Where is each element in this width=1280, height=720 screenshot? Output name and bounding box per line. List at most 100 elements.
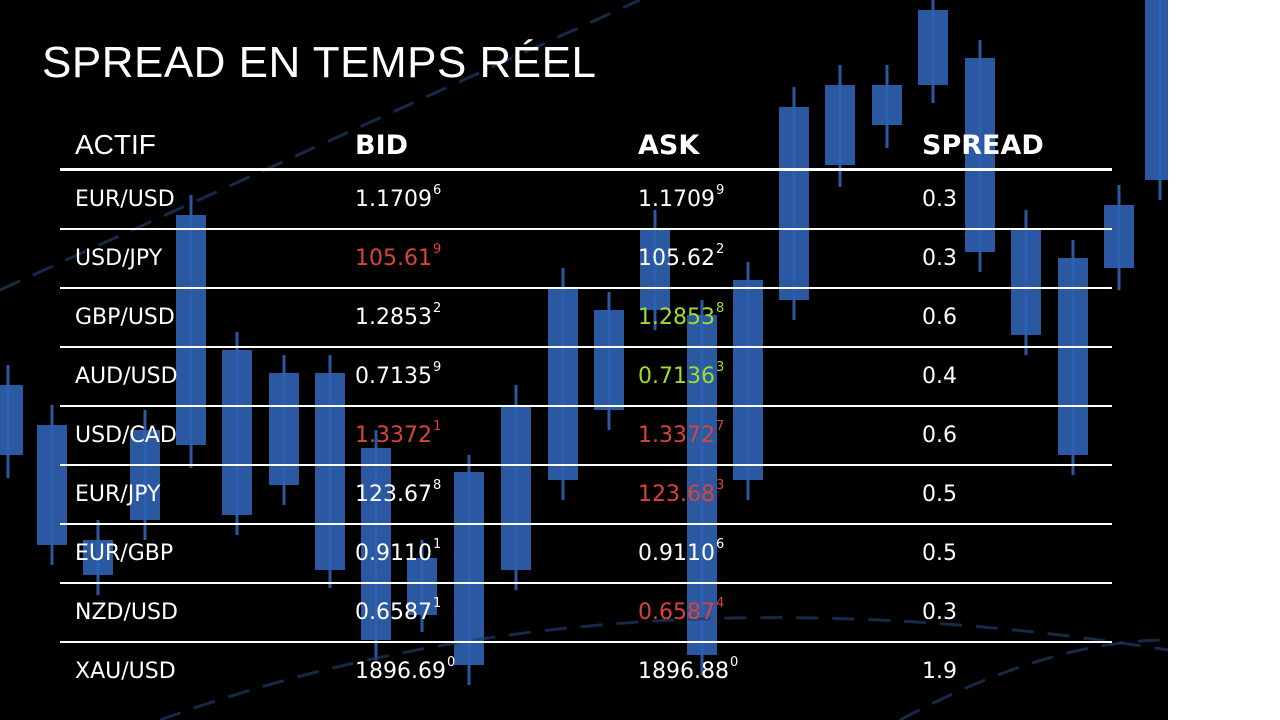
bid-price: 1.3372 [355, 423, 432, 448]
ask-pip: 2 [715, 242, 725, 257]
table-row: AUD/USD 0.7135 9 0.7136 3 0.4 [60, 348, 1112, 407]
quote-board: SPREAD EN TEMPS RÉEL ACTIF BID ASK SPREA… [0, 0, 1168, 720]
table-row: NZD/USD 0.6587 1 0.6587 4 0.3 [60, 584, 1112, 643]
spread-cell: 0.6 [922, 305, 957, 330]
bid-price-cell: 123.67 8 [355, 466, 441, 523]
bid-price-cell: 1.2853 2 [355, 289, 441, 346]
ask-price-cell: 123.68 3 [638, 466, 724, 523]
table-body: EUR/USD 1.1709 6 1.1709 9 0.3 USD/JPY 105.61 9 10… [60, 171, 1112, 700]
candle-body [594, 310, 624, 410]
bid-pip: 1 [432, 419, 442, 434]
quotes-table: ACTIF BID ASK SPREAD EUR/USD 1.1709 6 1.170… [60, 110, 1112, 700]
table-row: EUR/JPY 123.67 8 123.68 3 0.5 [60, 466, 1112, 525]
header-spread: SPREAD [922, 129, 1044, 161]
bid-pip: 1 [432, 596, 442, 611]
ask-price-cell: 0.9110 6 [638, 525, 724, 582]
candle-body [779, 107, 809, 300]
symbol-cell: XAU/USD [75, 659, 176, 684]
table-row: USD/JPY 105.61 9 105.62 2 0.3 [60, 230, 1112, 289]
symbol-cell: USD/CAD [75, 423, 177, 448]
ask-pip: 6 [715, 537, 725, 552]
symbol-cell: EUR/GBP [75, 541, 174, 566]
symbol-cell: GBP/USD [75, 305, 175, 330]
bid-pip: 6 [432, 183, 442, 198]
header-bid: BID [355, 129, 409, 161]
ask-pip: 3 [715, 478, 725, 493]
ask-price: 0.9110 [638, 541, 715, 566]
candle-body [361, 448, 391, 640]
bid-price-cell: 1.1709 6 [355, 171, 441, 228]
ask-price: 0.7136 [638, 364, 715, 389]
candle-body [501, 405, 531, 570]
candle-body [1145, 0, 1168, 180]
table-row: XAU/USD 1896.69 0 1896.88 0 1.9 [60, 643, 1112, 700]
bid-price: 0.7135 [355, 364, 432, 389]
bid-pip: 9 [432, 242, 442, 257]
ask-price: 105.62 [638, 246, 715, 271]
trend-line [0, 0, 641, 292]
ask-price-cell: 1.2853 8 [638, 289, 724, 346]
spread-cell: 0.3 [922, 187, 957, 212]
candle-body [454, 472, 484, 665]
candle-body [872, 85, 902, 125]
candle-body [222, 350, 252, 515]
symbol-cell: EUR/JPY [75, 482, 161, 507]
symbol-cell: AUD/USD [75, 364, 178, 389]
ask-price: 123.68 [638, 482, 715, 507]
bid-price-cell: 0.9110 1 [355, 525, 441, 582]
ask-price-cell: 0.7136 3 [638, 348, 724, 405]
ask-price-cell: 1.3372 7 [638, 407, 724, 464]
candle-body [269, 373, 299, 485]
spread-cell: 0.4 [922, 364, 957, 389]
ask-pip: 7 [715, 419, 725, 434]
candle-body [1011, 228, 1041, 335]
table-row: EUR/USD 1.1709 6 1.1709 9 0.3 [60, 171, 1112, 230]
candle-body [130, 430, 160, 520]
bid-price: 0.9110 [355, 541, 432, 566]
bid-price: 123.67 [355, 482, 432, 507]
symbol-cell: EUR/USD [75, 187, 175, 212]
header-actif: ACTIF [75, 129, 156, 160]
ask-price-cell: 1.1709 9 [638, 171, 724, 228]
bid-price: 105.61 [355, 246, 432, 271]
candle-body [548, 287, 578, 480]
candle-body [640, 228, 670, 310]
bid-pip: 8 [432, 478, 442, 493]
candle-body [733, 280, 763, 480]
spread-cell: 0.3 [922, 246, 957, 271]
header-ask: ASK [638, 129, 700, 161]
symbol-cell: NZD/USD [75, 600, 178, 625]
ask-pip: 8 [715, 301, 725, 316]
bid-pip: 2 [432, 301, 442, 316]
ask-price: 0.6587 [638, 600, 715, 625]
symbol-cell: USD/JPY [75, 246, 163, 271]
candle-body [1058, 258, 1088, 455]
ask-price-cell: 0.6587 4 [638, 584, 724, 641]
ask-pip: 0 [729, 655, 739, 670]
candle-body [407, 558, 437, 615]
spread-cell: 0.5 [922, 541, 957, 566]
bid-price: 1896.69 [355, 659, 446, 684]
ask-price: 1.3372 [638, 423, 715, 448]
ask-pip: 9 [715, 183, 725, 198]
spread-cell: 0.5 [922, 482, 957, 507]
candle-body [0, 385, 23, 455]
ask-pip: 3 [715, 360, 725, 375]
candle-body [687, 315, 717, 655]
bid-price-cell: 105.61 9 [355, 230, 441, 287]
trend-line [159, 616, 1168, 720]
ask-price: 1896.88 [638, 659, 729, 684]
candle-body [83, 540, 113, 575]
bid-pip: 1 [432, 537, 442, 552]
spread-cell: 0.6 [922, 423, 957, 448]
candle-body [37, 425, 67, 545]
candle-body [1104, 205, 1134, 268]
ask-price-cell: 1896.88 0 [638, 643, 738, 700]
ask-price-cell: 105.62 2 [638, 230, 724, 287]
bid-price-cell: 1.3372 1 [355, 407, 441, 464]
bid-pip: 9 [432, 360, 442, 375]
spread-cell: 0.3 [922, 600, 957, 625]
bid-price: 0.6587 [355, 600, 432, 625]
bid-price-cell: 0.7135 9 [355, 348, 441, 405]
bid-price-cell: 0.6587 1 [355, 584, 441, 641]
